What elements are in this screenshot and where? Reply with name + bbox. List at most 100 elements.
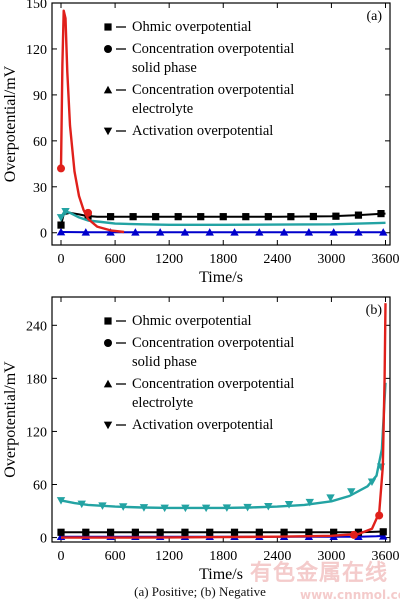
data-point-square	[181, 528, 189, 536]
data-point-square	[242, 213, 250, 221]
data-point-triangle-down	[181, 504, 190, 513]
watermark: 有色金属在线	[250, 561, 389, 586]
legend: Ohmic overpotential Concentration overpot…	[103, 19, 294, 139]
data-point-square	[82, 528, 90, 536]
data-point-square	[309, 212, 317, 221]
data-point-triangle-up	[230, 228, 239, 236]
data-point-square	[57, 221, 65, 229]
x-tick-label: 3600	[371, 549, 399, 564]
legend-marker-circle	[104, 339, 112, 347]
series-group	[56, 303, 388, 541]
data-point-triangle-up	[155, 228, 165, 236]
data-point-square	[264, 213, 272, 221]
data-point-triangle-up	[131, 228, 140, 236]
data-point-triangle-down	[61, 207, 70, 216]
panel-label: (b)	[366, 303, 383, 318]
data-point-square	[106, 213, 115, 221]
x-tick-label: 1200	[155, 549, 183, 564]
data-point-circle	[84, 208, 93, 217]
data-point-square	[156, 528, 164, 536]
series-line-square	[61, 530, 386, 534]
legend-marker-circle	[104, 45, 112, 53]
data-point-square	[131, 528, 139, 536]
data-point-triangle-down	[160, 504, 169, 513]
legend-label: Concentration overpotential	[132, 41, 294, 57]
figure-caption: (a) Positive; (b) Negative	[134, 584, 266, 599]
data-point-square	[330, 528, 338, 536]
data-point-triangle-down	[222, 504, 232, 512]
legend-label: electrolyte	[132, 395, 193, 411]
y-tick-label: 120	[26, 425, 47, 440]
data-point-triangle-down	[305, 498, 314, 507]
legend-marker-triangle-down	[103, 127, 113, 136]
data-point-triangle-up	[56, 227, 66, 236]
data-point-square	[305, 528, 313, 536]
data-point-triangle-down	[284, 501, 294, 509]
legend-label: electrolyte	[132, 101, 193, 117]
data-point-square	[206, 528, 214, 536]
data-point-square	[280, 528, 288, 536]
data-point-square	[379, 528, 387, 536]
data-point-square	[219, 213, 227, 221]
data-point-triangle-down	[56, 497, 66, 505]
x-tick-label: 3000	[317, 252, 345, 267]
plot-frame	[51, 296, 391, 543]
data-point-square	[152, 213, 160, 221]
data-point-triangle-up	[304, 228, 314, 236]
legend-label: Ohmic overpotential	[132, 313, 252, 329]
data-point-square	[377, 210, 385, 218]
data-point-square	[230, 528, 239, 536]
x-tick-label: 2400	[263, 252, 291, 267]
y-tick-label: 30	[33, 181, 47, 196]
y-axis-label: Overpotential/mV	[2, 65, 19, 182]
data-point-square	[354, 211, 363, 219]
y-tick-label: 60	[33, 135, 47, 150]
legend-label: Activation overpotential	[132, 417, 273, 433]
y-tick-label: 0	[40, 532, 47, 547]
series-line-circle	[59, 9, 125, 234]
legend-label: Ohmic overpotential	[132, 19, 252, 35]
data-point-triangle-up	[180, 228, 190, 236]
y-tick-label: 120	[26, 43, 47, 58]
legend-label: Concentration overpotential	[132, 376, 294, 392]
x-axis-label: Time/s	[199, 269, 243, 286]
data-point-triangle-up	[106, 228, 115, 236]
data-point-circle	[57, 164, 66, 173]
data-point-triangle-down	[201, 504, 211, 513]
y-tick-label: 90	[33, 89, 47, 104]
y-tick-label: 60	[33, 479, 47, 494]
data-point-square	[332, 212, 340, 220]
legend-marker-square	[104, 23, 112, 31]
x-tick-label: 600	[105, 549, 126, 564]
panel-label: (a)	[366, 9, 382, 24]
data-point-square	[106, 528, 115, 536]
x-tick-label: 0	[58, 252, 65, 267]
legend-marker-triangle-up	[103, 379, 113, 388]
data-point-triangle-up	[279, 228, 289, 236]
data-point-triangle-up	[379, 532, 388, 540]
legend-marker-triangle-up	[103, 85, 113, 94]
x-tick-label: 2400	[263, 549, 291, 564]
x-axis-label: Time/s	[199, 566, 243, 583]
data-point-circle	[375, 511, 384, 520]
data-point-triangle-down	[56, 214, 66, 222]
data-point-triangle-down	[367, 478, 377, 487]
legend: Ohmic overpotential Concentration overpot…	[103, 313, 294, 433]
data-point-square	[197, 213, 205, 221]
data-point-triangle-down	[264, 502, 273, 511]
x-tick-label: 1800	[209, 252, 237, 267]
series-line-square	[60, 211, 386, 226]
x-tick-label: 600	[105, 252, 126, 267]
data-point-triangle-down	[243, 503, 252, 512]
data-point-square	[174, 213, 182, 221]
legend-label: Activation overpotential	[132, 123, 273, 139]
data-point-triangle-up	[81, 228, 90, 236]
data-point-triangle-up	[354, 532, 363, 541]
data-point-square	[57, 528, 65, 536]
series-line-circle	[61, 303, 387, 539]
data-point-square	[354, 528, 363, 536]
data-point-triangle-down	[139, 504, 149, 512]
data-point-triangle-down	[347, 488, 356, 496]
y-tick-label: 180	[26, 372, 47, 387]
